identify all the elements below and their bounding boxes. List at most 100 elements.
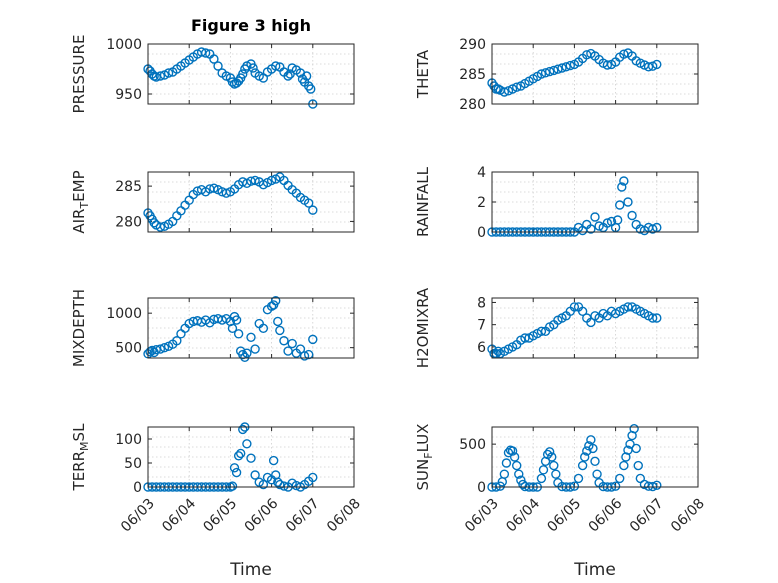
data-point [227, 323, 238, 334]
figure-title: Figure 3 high [191, 16, 311, 35]
y-tick-label: 285 [115, 179, 142, 195]
data-point [287, 338, 297, 349]
data-point [580, 452, 590, 462]
y-axis-label-6: H2OMIXRA [414, 287, 432, 368]
x-tick-label: 06/06 [586, 496, 626, 536]
data-point [540, 68, 551, 78]
data-point [617, 182, 627, 192]
data-point [301, 71, 312, 81]
data-point [631, 443, 641, 454]
data-point [594, 221, 604, 231]
data-point [507, 446, 518, 456]
data-point [629, 424, 639, 434]
data-point [227, 481, 238, 491]
y-tick-label: 2 [477, 195, 486, 211]
data-point [250, 344, 260, 354]
data-point [553, 64, 563, 74]
data-point [544, 66, 555, 77]
y-tick-label: 50 [124, 456, 142, 472]
data-point [557, 63, 567, 73]
data-point [163, 68, 174, 78]
y-axis-label-7: TERRMSL [70, 423, 91, 492]
data-point [544, 447, 555, 457]
data-point [516, 475, 526, 485]
data-point [536, 326, 547, 337]
subplot-2: 280 285 290 THETA [414, 37, 699, 113]
data-point [627, 210, 637, 221]
subplot-6: 6 7 8 H2OMIXRA [414, 287, 699, 368]
data-point [250, 175, 260, 186]
data-point [242, 439, 252, 449]
data-point [619, 176, 629, 186]
data-point [233, 451, 244, 461]
axes-box [147, 171, 355, 233]
data-point [602, 60, 613, 70]
y-axis-label-3: AIRTEMP [70, 170, 91, 233]
data-series [143, 47, 318, 109]
x-tick-label: 06/08 [324, 496, 364, 536]
data-point [590, 212, 600, 222]
subplot-7: 0 50 100 06/03 06/04 06/05 06/06 06/07 06/08 TERR… [70, 422, 364, 536]
subplot-5: 500 1000 MIXDEPTH [70, 289, 355, 367]
data-point [633, 460, 643, 471]
data-series [487, 48, 662, 97]
data-point [551, 469, 561, 479]
data-point [149, 218, 159, 228]
y-tick-label: 500 [115, 341, 142, 357]
data-series [143, 296, 318, 363]
data-point [151, 345, 161, 355]
data-point [569, 481, 580, 491]
data-point [303, 349, 314, 360]
y-tick-label: 8 [477, 295, 486, 311]
subplot-8: 0 500 06/03 06/04 06/05 06/06 06/07 06/08 SUNFLU… [414, 424, 708, 536]
data-point [509, 452, 520, 462]
data-point [615, 473, 625, 484]
data-point [602, 218, 613, 228]
x-axis-label-right: Time [573, 560, 616, 580]
data-point [612, 215, 623, 225]
data-point [623, 302, 633, 312]
data-series [143, 172, 318, 232]
y-tick-label: 4 [477, 165, 486, 181]
axes-box [147, 426, 355, 488]
data-point [547, 452, 557, 462]
y-tick-label: 100 [115, 432, 142, 448]
x-tick-label: 06/06 [242, 496, 282, 536]
y-axis-label-5: MIXDEPTH [70, 289, 88, 367]
data-point [308, 472, 318, 483]
data-point [577, 306, 588, 317]
x-tick-label: 06/07 [627, 496, 667, 536]
data-point [155, 222, 166, 232]
data-point [615, 200, 625, 210]
data-series [487, 176, 662, 237]
axes-box [147, 297, 355, 359]
data-point [493, 346, 503, 357]
data-point [549, 460, 559, 471]
data-point [250, 470, 260, 480]
data-point [233, 329, 244, 339]
y-axis-label-1: PRESSURE [70, 35, 88, 114]
data-point [538, 465, 549, 475]
data-point [248, 63, 258, 73]
data-point [619, 460, 629, 471]
y-tick-label: 950 [115, 87, 142, 103]
data-point [586, 435, 596, 445]
y-tick-label: 0 [133, 480, 142, 496]
x-tick-label: 06/05 [544, 496, 584, 536]
data-point [512, 82, 522, 92]
data-point [275, 325, 285, 336]
y-tick-label: 500 [459, 437, 486, 453]
x-axis-label-left: Time [229, 560, 272, 580]
y-tick-label: 285 [459, 67, 486, 83]
x-tick-label: 06/05 [200, 496, 240, 536]
data-point [623, 197, 633, 207]
axes-box [491, 171, 699, 233]
data-point [652, 480, 662, 490]
data-point [176, 329, 186, 339]
data-point [213, 61, 223, 71]
data-point [308, 334, 318, 345]
data-point [283, 71, 293, 81]
data-point [258, 323, 269, 334]
data-point [271, 296, 281, 306]
